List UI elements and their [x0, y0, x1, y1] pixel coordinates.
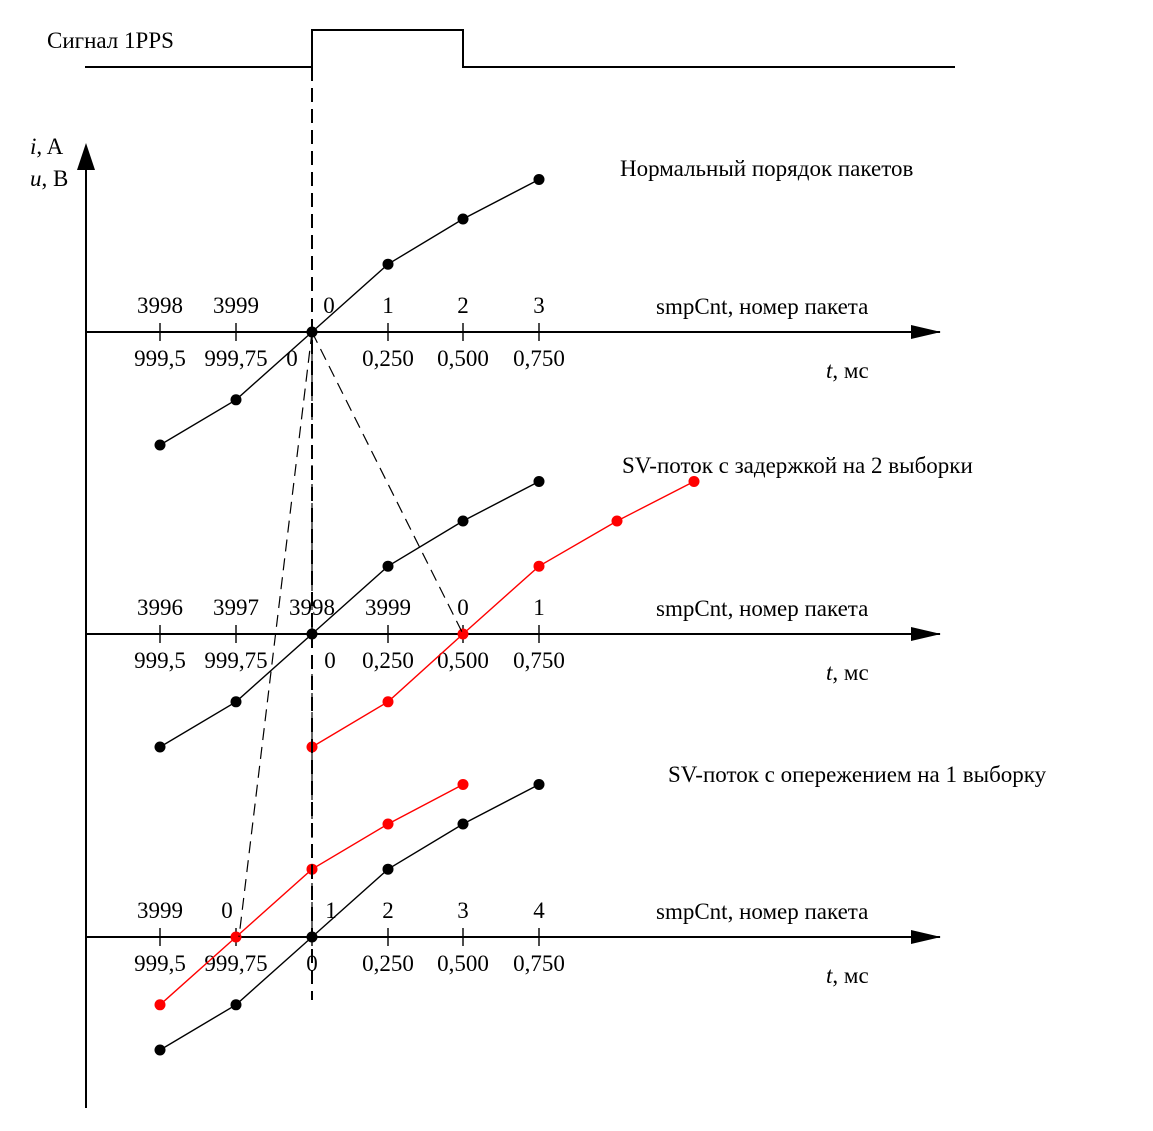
time-tick-label: 999,75: [204, 346, 267, 371]
smpcnt-axis-label: smpCnt, номер пакета: [656, 294, 868, 319]
time-axis-label: t, мс: [826, 963, 869, 988]
red-series-point: [154, 999, 166, 1011]
smpcnt-tick-label: 4: [533, 898, 545, 923]
time-tick-label: 0,500: [437, 951, 489, 976]
black-series-point: [457, 818, 469, 830]
black-series-point: [382, 863, 394, 875]
smpcnt-axis-label: smpCnt, номер пакета: [656, 899, 868, 924]
time-tick-label: 0,250: [362, 346, 414, 371]
panel-title: Нормальный порядок пакетов: [620, 156, 913, 181]
smpcnt-tick-label: 0: [457, 595, 469, 620]
black-series-point: [533, 173, 545, 185]
time-tick-label: 0: [324, 648, 336, 673]
y-axis-label-current: i, A: [30, 134, 64, 159]
time-tick-label: 999,75: [204, 951, 267, 976]
time-tick-label: 0,500: [437, 648, 489, 673]
smpcnt-axis-label: smpCnt, номер пакета: [656, 596, 868, 621]
red-series-point: [457, 778, 469, 790]
time-tick-label: 0: [286, 346, 298, 371]
pps-pulse: [85, 29, 955, 68]
time-axis-label: t, мс: [826, 358, 869, 383]
time-tick-label: 0,750: [513, 951, 565, 976]
red-series-point: [457, 628, 469, 640]
red-series-line: [311, 480, 695, 748]
time-tick-label: 0,250: [362, 648, 414, 673]
red-series-point: [382, 818, 394, 830]
time-tick-label: 0: [306, 951, 318, 976]
time-tick-label: 999,75: [204, 648, 267, 673]
smpcnt-tick-label: 1: [325, 898, 337, 923]
black-series-point: [230, 999, 242, 1011]
red-series-point: [230, 931, 242, 943]
time-tick-label: 0,500: [437, 346, 489, 371]
panel-advance-1-sample: 3999 0 1 2 3 4 999,5 999,75 0 0,250 0,500 0,750 smpC…: [86, 762, 1047, 1056]
time-tick-label: 999,5: [134, 346, 186, 371]
smpcnt-tick-label: 3999: [137, 898, 183, 923]
time-tick-label: 0,250: [362, 951, 414, 976]
black-series-point: [154, 439, 166, 451]
black-series-line: [159, 480, 540, 748]
y-axis-arrow: [77, 143, 95, 170]
smpcnt-tick-label: 3999: [365, 595, 411, 620]
black-series-point: [457, 213, 469, 225]
smpcnt-tick-label: 0: [323, 293, 335, 318]
time-axis-label: t, мс: [826, 660, 869, 685]
pps-label: Сигнал 1PPS: [47, 28, 174, 53]
smpcnt-tick-label: 3999: [213, 293, 259, 318]
time-tick-label: 999,5: [134, 648, 186, 673]
panel-normal-order: 3998 3999 0 1 2 3 999,5 999,75 0 0,250 0,500 0,750 s…: [86, 156, 941, 451]
black-series-point: [533, 778, 545, 790]
smpcnt-tick-label: 0: [221, 898, 233, 923]
y-axis-label-voltage: u, B: [30, 166, 68, 191]
black-series-point: [382, 258, 394, 270]
panel-title: SV-поток с опережением на 1 выборку: [668, 762, 1047, 787]
black-series-point: [533, 475, 545, 487]
red-series-point: [611, 515, 623, 527]
smpcnt-tick-label: 3996: [137, 595, 183, 620]
panel-title: SV-поток с задержкой на 2 выборки: [622, 453, 973, 478]
red-series-point: [533, 560, 545, 572]
black-series-point: [154, 1044, 166, 1056]
black-series-line: [159, 178, 540, 446]
time-tick-label: 0,750: [513, 346, 565, 371]
red-series-point: [688, 475, 700, 487]
black-series-line: [159, 783, 540, 1051]
smpcnt-tick-label: 3: [457, 898, 469, 923]
smpcnt-tick-label: 1: [533, 595, 545, 620]
smpcnt-tick-label: 3998: [137, 293, 183, 318]
smpcnt-tick-label: 1: [382, 293, 394, 318]
time-tick-label: 999,5: [134, 951, 186, 976]
black-series-point: [457, 515, 469, 527]
smpcnt-tick-label: 2: [457, 293, 469, 318]
red-series-point: [382, 696, 394, 708]
black-series-point: [230, 696, 242, 708]
delay-dashed-connector: [311, 331, 464, 635]
smpcnt-tick-label: 3997: [213, 595, 259, 620]
black-series-point: [382, 560, 394, 572]
black-series-point: [154, 741, 166, 753]
time-tick-label: 0,750: [513, 648, 565, 673]
advance-dashed-connector-a: [238, 331, 313, 938]
smpcnt-tick-label: 3: [533, 293, 545, 318]
smpcnt-tick-label: 2: [382, 898, 394, 923]
black-series-point: [230, 394, 242, 406]
